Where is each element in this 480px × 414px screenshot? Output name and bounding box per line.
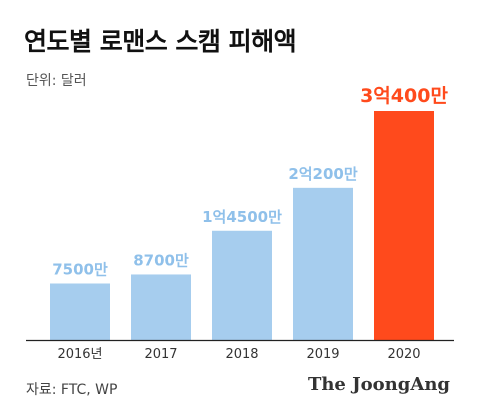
bar-1 [50, 283, 110, 340]
unit-label: 단위: 달러 [26, 73, 87, 89]
bar-4 [293, 187, 353, 340]
data-label-5: 3억400만 [360, 85, 448, 107]
data-label-3: 1억4500만 [202, 208, 282, 226]
x-tick-label-5: 2020 [387, 347, 420, 362]
source-note: 자료: FTC, WP [26, 382, 118, 398]
bar-3 [212, 230, 272, 340]
data-label-2: 8700만 [133, 251, 189, 269]
data-label-1: 7500만 [52, 261, 108, 279]
data-label-4: 2억200만 [288, 165, 358, 183]
bar-5 [374, 111, 434, 340]
x-tick-label-3: 2018 [225, 347, 258, 362]
x-tick-label-2: 2017 [144, 347, 177, 362]
x-tick-label-4: 2019 [306, 347, 339, 362]
x-tick-label-1: 2016년 [57, 347, 102, 362]
bar-2 [131, 274, 191, 340]
chart-title: 연도별 로맨스 스캠 피해액 [24, 27, 297, 56]
publisher-logo: The JoongAng [307, 374, 450, 395]
